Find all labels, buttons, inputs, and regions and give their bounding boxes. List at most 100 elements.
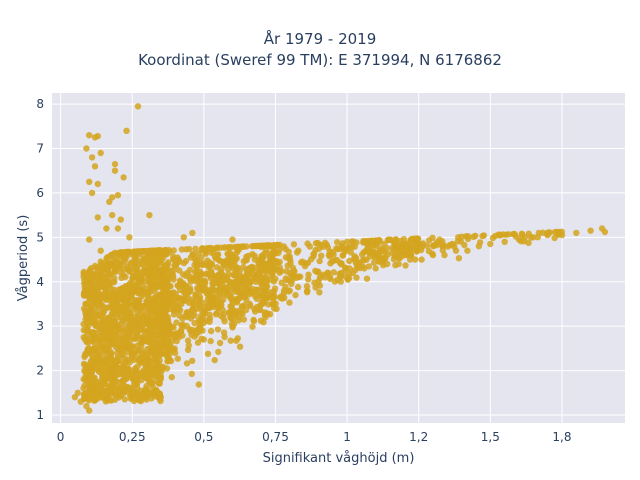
y-tick-label: 2	[36, 364, 44, 378]
data-point	[120, 376, 127, 384]
data-point	[257, 317, 265, 324]
data-point	[105, 272, 112, 279]
data-point	[114, 225, 122, 232]
data-point	[86, 178, 93, 185]
data-point	[114, 192, 122, 199]
data-point	[96, 279, 104, 286]
data-point	[80, 385, 87, 392]
data-point	[158, 367, 165, 375]
data-point	[134, 342, 141, 349]
data-point	[84, 287, 92, 294]
data-point	[379, 255, 387, 263]
data-point	[135, 356, 142, 363]
data-point	[119, 368, 127, 375]
data-point	[360, 239, 367, 246]
data-point	[150, 347, 157, 355]
data-point	[85, 394, 92, 401]
data-point	[222, 274, 229, 282]
data-point	[511, 230, 518, 238]
data-point	[124, 344, 132, 351]
data-point	[193, 305, 200, 312]
data-point	[279, 295, 286, 302]
data-point	[229, 236, 236, 243]
data-point	[86, 132, 93, 139]
data-point	[109, 211, 116, 219]
data-point	[258, 283, 265, 291]
data-point	[189, 357, 196, 364]
data-point	[273, 305, 280, 313]
data-point	[84, 325, 91, 332]
data-point	[551, 228, 559, 236]
data-point	[363, 275, 371, 282]
data-point	[280, 287, 288, 294]
data-point	[154, 318, 162, 325]
data-point	[129, 280, 136, 287]
data-point	[270, 294, 277, 302]
data-point	[256, 277, 263, 285]
data-point	[205, 245, 213, 252]
data-point	[188, 370, 195, 377]
data-point	[305, 271, 312, 278]
data-point	[112, 391, 119, 399]
data-point	[258, 253, 265, 260]
data-point	[117, 327, 125, 334]
data-point	[157, 293, 164, 301]
data-point	[183, 309, 190, 317]
data-point	[233, 337, 240, 344]
data-point	[111, 167, 119, 174]
data-point	[372, 265, 379, 272]
data-point	[360, 256, 367, 263]
data-point	[108, 350, 115, 357]
data-point	[173, 319, 180, 326]
data-point	[137, 396, 144, 404]
data-point	[84, 292, 91, 299]
data-point	[135, 313, 142, 320]
data-point	[225, 286, 233, 294]
data-point	[370, 259, 378, 266]
data-point	[152, 388, 160, 396]
data-point	[114, 354, 122, 361]
data-point	[230, 253, 237, 261]
data-point	[116, 249, 124, 256]
data-point	[105, 357, 112, 365]
data-point	[207, 327, 215, 335]
data-point	[266, 259, 273, 266]
data-point	[318, 252, 325, 259]
data-point	[138, 347, 146, 355]
data-point	[97, 247, 104, 254]
data-point	[94, 214, 102, 221]
data-point	[96, 382, 104, 389]
data-point	[182, 272, 190, 280]
data-point	[189, 296, 196, 303]
data-point	[109, 331, 116, 338]
data-point	[587, 227, 594, 234]
data-point	[240, 263, 247, 271]
data-point	[239, 276, 247, 283]
data-point	[156, 357, 163, 364]
data-point	[386, 236, 393, 243]
data-point	[111, 380, 119, 388]
y-tick-label: 4	[36, 275, 44, 289]
data-point	[379, 247, 387, 254]
data-point	[338, 243, 346, 250]
data-point	[81, 353, 88, 360]
data-point	[162, 247, 169, 254]
data-point	[113, 256, 121, 264]
data-point	[406, 243, 413, 251]
data-point	[200, 286, 207, 294]
data-point	[346, 257, 353, 265]
data-point	[470, 233, 477, 240]
data-point	[92, 307, 100, 314]
data-point	[157, 373, 164, 380]
data-point	[85, 272, 93, 279]
data-point	[525, 239, 532, 246]
data-point	[220, 329, 228, 336]
data-point	[120, 174, 127, 181]
data-point	[226, 249, 233, 256]
data-point	[201, 308, 208, 315]
data-point	[147, 322, 154, 329]
data-point	[165, 344, 172, 351]
data-point	[124, 330, 131, 338]
data-point	[150, 266, 157, 273]
data-point	[345, 274, 353, 282]
